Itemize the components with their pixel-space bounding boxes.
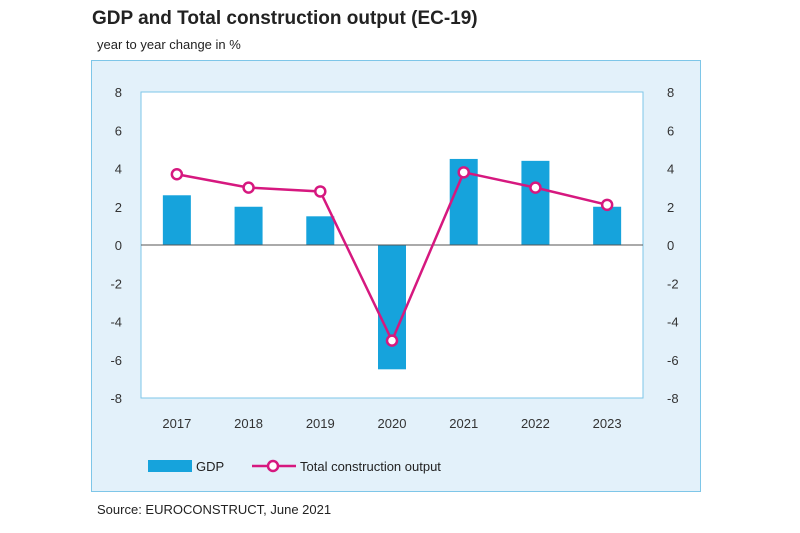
y-tick-label-left: 4 (115, 162, 122, 177)
construction-marker (314, 185, 327, 198)
legend-construction-marker (266, 459, 280, 473)
construction-marker (170, 167, 184, 181)
legend-construction-label: Total construction output (300, 459, 441, 474)
y-tick-label-right: 2 (667, 200, 674, 215)
y-tick-label-right: 6 (667, 123, 674, 138)
y-tick-label-left: -4 (110, 315, 122, 330)
x-tick-label: 2021 (449, 416, 478, 431)
y-tick-label-left: -2 (110, 276, 122, 291)
y-tick-label-right: 4 (667, 162, 674, 177)
y-tick-label-right: -2 (667, 276, 679, 291)
chart-title: GDP and Total construction output (EC-19… (92, 8, 478, 29)
gdp-bar (306, 216, 335, 245)
y-tick-label-right: -4 (667, 315, 679, 330)
y-tick-label-right: 8 (667, 85, 674, 100)
y-tick-label-left: 8 (115, 85, 122, 100)
gdp-bar (234, 206, 263, 245)
x-tick-label: 2020 (378, 416, 407, 431)
construction-marker (600, 198, 614, 212)
y-tick-label-left: 0 (115, 238, 122, 253)
gdp-bar (593, 206, 622, 245)
y-tick-label-right: -8 (667, 391, 679, 406)
gdp-bar (521, 160, 550, 245)
combo-chart: 8 8 6 6 4 4 2 2 0 0 -2 -2 -4 -4 -6 -6 -8 -8 2017 2018 2019 20… (110, 85, 679, 474)
x-tick-label: 2017 (162, 416, 191, 431)
chart-frame: 8 8 6 6 4 4 2 2 0 0 -2 -2 -4 -4 -6 -6 -8 -8 2017 2018 2019 20… (91, 60, 701, 492)
y-tick-label-left: -8 (110, 391, 122, 406)
y-tick-label-left: 6 (115, 123, 122, 138)
chart-subtitle: year to year change in % (97, 37, 241, 52)
y-tick-label-right: 0 (667, 238, 674, 253)
gdp-bar (378, 245, 406, 370)
construction-marker (242, 181, 255, 194)
y-tick-label-left: 2 (115, 200, 122, 215)
x-tick-label: 2022 (521, 416, 550, 431)
construction-marker (529, 181, 542, 194)
legend-gdp-label: GDP (196, 459, 224, 474)
x-tick-label: 2019 (306, 416, 335, 431)
legend-gdp-swatch (148, 460, 192, 472)
y-tick-label-left: -6 (110, 353, 122, 368)
gdp-bar (162, 195, 191, 245)
source-note: Source: EUROCONSTRUCT, June 2021 (97, 502, 332, 517)
x-tick-label: 2018 (234, 416, 263, 431)
y-tick-label-right: -6 (667, 353, 679, 368)
construction-marker (457, 166, 470, 179)
construction-marker (385, 334, 399, 347)
x-tick-label: 2023 (593, 416, 622, 431)
